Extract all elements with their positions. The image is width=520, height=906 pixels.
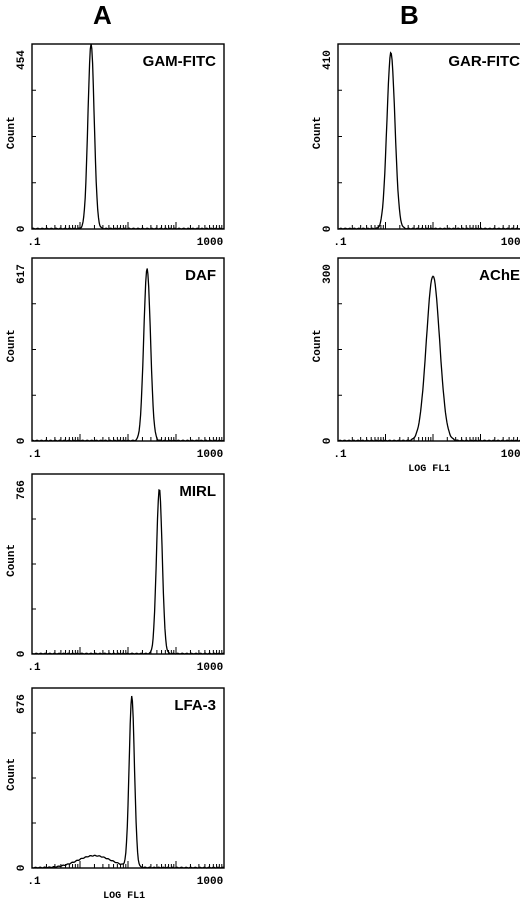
x-tick-label-min: .1 <box>27 876 41 888</box>
y-min-label: 0 <box>16 226 28 233</box>
histogram-svg: 676 0 Count .1 1000 LOG FL1 LFA-3 <box>6 687 225 902</box>
histogram-svg: 454 0 Count .1 1000 GAM-FITC <box>6 43 225 249</box>
plot-frame <box>337 257 520 442</box>
y-max-label: 454 <box>16 50 28 70</box>
y-min-label: 0 <box>322 438 334 445</box>
y-max-label: 300 <box>322 264 334 284</box>
y-axis-label: Count <box>6 116 18 149</box>
y-max-label: 766 <box>16 480 28 500</box>
x-tick-label-min: .1 <box>333 449 347 461</box>
y-min-label: 0 <box>322 226 334 233</box>
y-max-label: 617 <box>16 264 28 284</box>
histogram-curve <box>32 268 225 442</box>
x-tick-label-min: .1 <box>333 237 347 249</box>
x-tick-label-max: 1000 <box>197 449 223 461</box>
histogram-svg: 766 0 Count .1 1000 MIRL <box>6 473 225 674</box>
histogram-curve <box>337 51 520 230</box>
histogram-svg: 300 0 Count .1 1000 LOG FL1 AChE <box>312 257 520 475</box>
x-axis-label: LOG FL1 <box>408 464 450 475</box>
x-tick-label-min: .1 <box>27 449 41 461</box>
y-axis-label: Count <box>312 329 324 362</box>
y-max-label: 410 <box>322 50 334 70</box>
y-axis-label: Count <box>6 758 18 791</box>
histogram-panel-mirl: 766 0 Count .1 1000 MIRL <box>0 462 232 682</box>
panel-title: LFA-3 <box>174 697 216 714</box>
histogram-curve <box>31 695 225 869</box>
panel-title: MIRL <box>179 483 216 500</box>
panel-title: DAF <box>185 267 216 284</box>
plot-frame <box>31 257 225 442</box>
x-tick-label-max: 1000 <box>501 449 520 461</box>
histogram-panel-ache: 300 0 Count .1 1000 LOG FL1 AChE <box>306 246 520 475</box>
y-axis-label: Count <box>6 329 18 362</box>
histogram-panel-gar-fitc: 410 0 Count .1 1000 GAR-FITC <box>306 32 520 252</box>
x-tick-label-min: .1 <box>27 237 41 249</box>
histogram-panel-gam-fitc: 454 0 Count .1 1000 GAM-FITC <box>0 32 232 252</box>
column-letter-a: A <box>93 0 112 30</box>
plot-frame <box>31 473 225 655</box>
plot-frame <box>31 687 225 869</box>
plot-frame <box>31 43 225 230</box>
histogram-svg: 410 0 Count .1 1000 GAR-FITC <box>312 43 520 249</box>
x-tick-label-max: 1000 <box>197 237 223 249</box>
x-tick-label-max: 1000 <box>501 237 520 249</box>
histogram-curve <box>31 43 225 230</box>
histogram-panel-lfa-3: 676 0 Count .1 1000 LOG FL1 LFA-3 <box>0 676 232 902</box>
y-max-label: 676 <box>16 694 28 714</box>
y-axis-label: Count <box>6 544 18 577</box>
y-min-label: 0 <box>16 865 28 872</box>
panel-title: GAM-FITC <box>143 53 216 70</box>
x-tick-label-max: 1000 <box>197 876 223 888</box>
x-tick-label-max: 1000 <box>197 662 223 674</box>
y-min-label: 0 <box>16 651 28 658</box>
histogram-svg: 617 0 Count .1 1000 DAF <box>6 257 225 461</box>
plot-frame <box>337 43 520 230</box>
column-letter-b: B <box>400 0 419 30</box>
x-axis-label: LOG FL1 <box>103 891 145 902</box>
panel-title: AChE <box>479 267 520 284</box>
histogram-curve <box>31 488 225 655</box>
histogram-curve <box>337 275 520 442</box>
panel-title: GAR-FITC <box>448 53 520 70</box>
y-axis-label: Count <box>312 116 324 149</box>
histogram-panel-daf: 617 0 Count .1 1000 DAF <box>0 246 232 466</box>
x-tick-label-min: .1 <box>27 662 41 674</box>
y-min-label: 0 <box>16 438 28 445</box>
